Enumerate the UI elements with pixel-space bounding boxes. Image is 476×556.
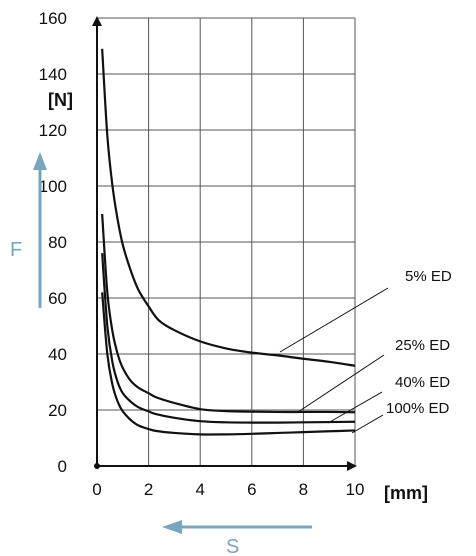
axes <box>92 16 357 471</box>
x-tick-label: 10 <box>346 480 365 499</box>
x-tick-label: 8 <box>299 480 308 499</box>
series-line-1 <box>101 48 356 367</box>
curves <box>101 48 356 436</box>
y-tick-label: 40 <box>48 345 67 364</box>
series-leader-line <box>351 414 384 434</box>
series-label: 100% ED <box>386 400 450 417</box>
series-line-2 <box>101 213 356 414</box>
stroke-axis-label: S <box>226 536 239 556</box>
y-tick-label: 20 <box>48 401 67 420</box>
series-label: 40% ED <box>395 374 450 391</box>
series-line-4 <box>101 292 356 436</box>
x-axis-arrowhead <box>347 461 357 471</box>
y-unit-label: [N] <box>48 90 73 110</box>
stroke-arrow <box>162 520 312 534</box>
y-tick-label: 0 <box>58 457 67 476</box>
y-tick-label: 80 <box>48 233 67 252</box>
series-leader-line <box>327 391 383 424</box>
force-axis-label: F <box>10 239 22 261</box>
series-leader-line <box>279 287 389 353</box>
y-axis-arrowhead <box>92 16 102 26</box>
series-labels: 5% ED 25% ED 40% ED 100% ED <box>279 268 452 434</box>
x-tick-label: 2 <box>144 480 153 499</box>
series-label: 25% ED <box>395 337 450 354</box>
series-line-3 <box>101 253 356 424</box>
y-tick-label: 60 <box>48 289 67 308</box>
y-tick-label: 140 <box>39 65 67 84</box>
x-tick-label: 6 <box>247 480 256 499</box>
x-unit-label: [mm] <box>384 483 428 503</box>
grid <box>97 17 356 466</box>
y-tick-label: 120 <box>39 121 67 140</box>
y-tick-label: 160 <box>39 9 67 28</box>
series-label: 5% ED <box>405 268 452 285</box>
y-tick-label: 100 <box>39 177 67 196</box>
x-tick-label: 0 <box>92 480 101 499</box>
origin-dot <box>94 463 100 469</box>
force-arrow <box>33 152 47 308</box>
series-leader-line <box>297 354 385 413</box>
x-tick-label: 4 <box>195 480 204 499</box>
